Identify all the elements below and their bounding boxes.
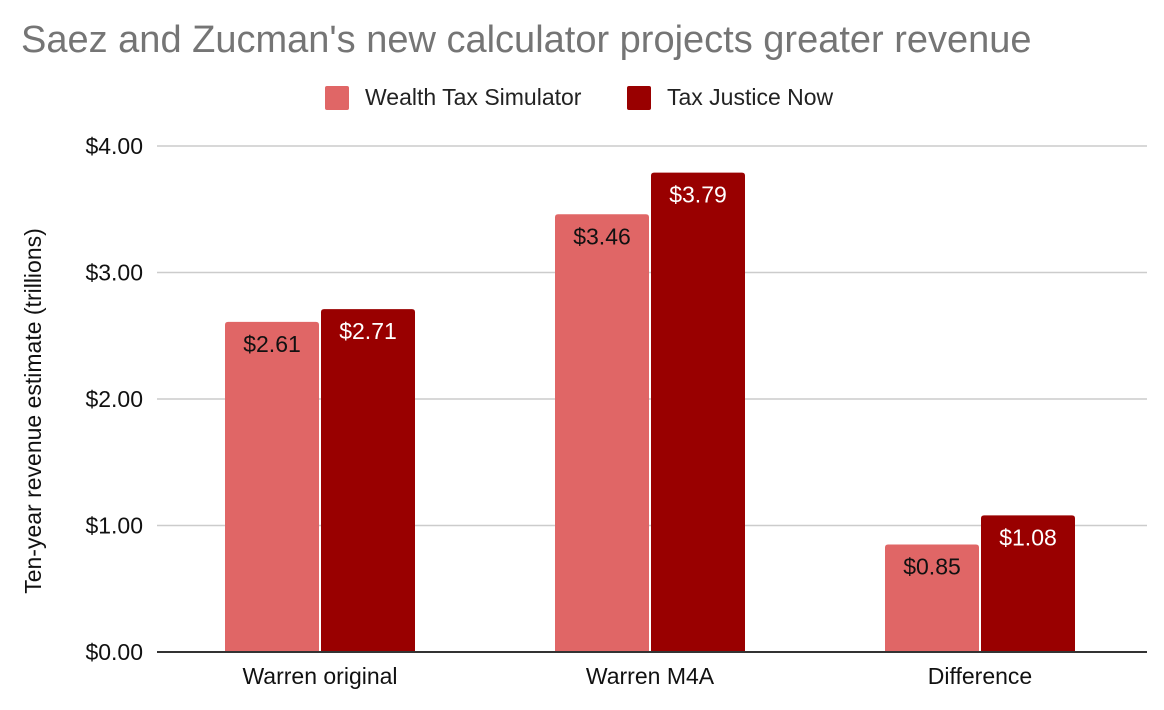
legend-label-wealth-tax-simulator: Wealth Tax Simulator xyxy=(365,84,582,110)
bar-wealth-tax-simulator-warren-original xyxy=(225,321,319,652)
y-tick-label-4: $4.00 xyxy=(85,133,143,159)
legend-swatch-tax-justice-now xyxy=(627,86,651,110)
data-label-tax-justice-now-difference: $1.08 xyxy=(999,524,1057,550)
x-category-label-warren-m4a: Warren M4A xyxy=(586,663,715,689)
bar-wealth-tax-simulator-warren-m4a xyxy=(555,214,649,652)
data-label-tax-justice-now-warren-original: $2.71 xyxy=(339,318,397,344)
x-category-label-difference: Difference xyxy=(928,663,1032,689)
y-tick-label-0: $0.00 xyxy=(85,639,143,665)
y-tick-label-2: $2.00 xyxy=(85,386,143,412)
y-tick-label-1: $1.00 xyxy=(85,513,143,539)
data-label-wealth-tax-simulator-warren-m4a: $3.46 xyxy=(573,223,631,249)
data-label-wealth-tax-simulator-difference: $0.85 xyxy=(903,553,961,579)
y-axis-title: Ten-year revenue estimate (trillions) xyxy=(20,228,46,594)
bar-tax-justice-now-difference xyxy=(981,515,1075,652)
bar-tax-justice-now-warren-original xyxy=(321,309,415,652)
data-label-tax-justice-now-warren-m4a: $3.79 xyxy=(669,182,727,208)
legend-swatch-wealth-tax-simulator xyxy=(325,86,349,110)
legend: Wealth Tax Simulator Tax Justice Now xyxy=(325,84,834,110)
data-labels: $2.61 $2.71 $3.46 $3.79 $0.85 $1.08 xyxy=(243,182,1057,580)
y-tick-label-3: $3.00 xyxy=(85,260,143,286)
bar-tax-justice-now-warren-m4a xyxy=(651,172,745,652)
legend-label-tax-justice-now: Tax Justice Now xyxy=(667,84,834,110)
y-axis-ticks: $0.00 $1.00 $2.00 $3.00 $4.00 xyxy=(85,133,143,665)
chart-title: Saez and Zucman's new calculator project… xyxy=(21,19,1032,61)
x-axis-categories: Warren original Warren M4A Difference xyxy=(242,663,1032,689)
bars xyxy=(225,172,1075,652)
bar-wealth-tax-simulator-difference xyxy=(885,544,979,652)
x-category-label-warren-original: Warren original xyxy=(242,663,397,689)
data-label-wealth-tax-simulator-warren-original: $2.61 xyxy=(243,331,301,357)
